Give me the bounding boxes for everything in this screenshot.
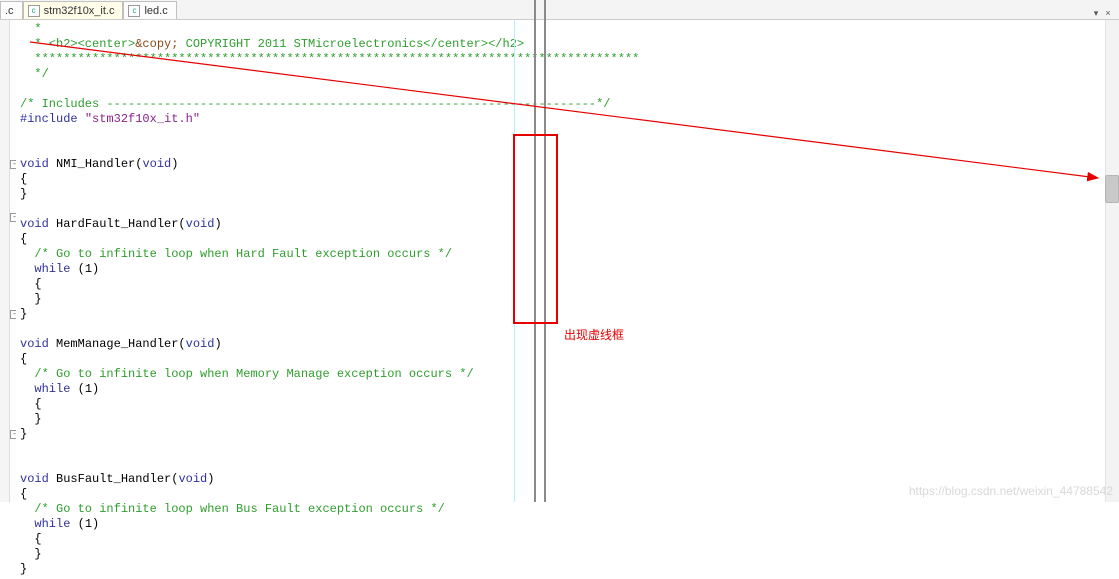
annotation-box [513,134,558,324]
tab-label: led.c [144,5,167,17]
c-file-icon [128,5,140,17]
watermark: https://blog.csdn.net/weixin_44788542 [909,484,1113,498]
tab-close-icon[interactable]: × [1103,9,1113,19]
tab-file-led[interactable]: led.c [123,1,176,19]
line-gutter [0,20,10,502]
tab-file-c[interactable]: .c [0,1,23,19]
tab-bar: .c stm32f10x_it.c led.c ▾ × [0,0,1119,20]
tab-controls: ▾ × [1091,9,1113,19]
code-content: * * <h2><center>&copy; COPYRIGHT 2011 ST… [16,20,1119,502]
tab-label: stm32f10x_it.c [44,5,115,17]
tab-file-stm32f10x-it[interactable]: stm32f10x_it.c [23,1,124,19]
annotation-label: 出现虚线框 [564,326,624,343]
scrollbar-thumb[interactable] [1105,175,1119,203]
c-file-icon [28,5,40,17]
tab-label: .c [5,5,14,17]
tab-dropdown-icon[interactable]: ▾ [1091,9,1101,19]
vertical-scrollbar[interactable] [1105,20,1119,502]
code-editor[interactable]: - - - - * * <h2><center>&copy; COPYRIGHT… [0,20,1119,502]
